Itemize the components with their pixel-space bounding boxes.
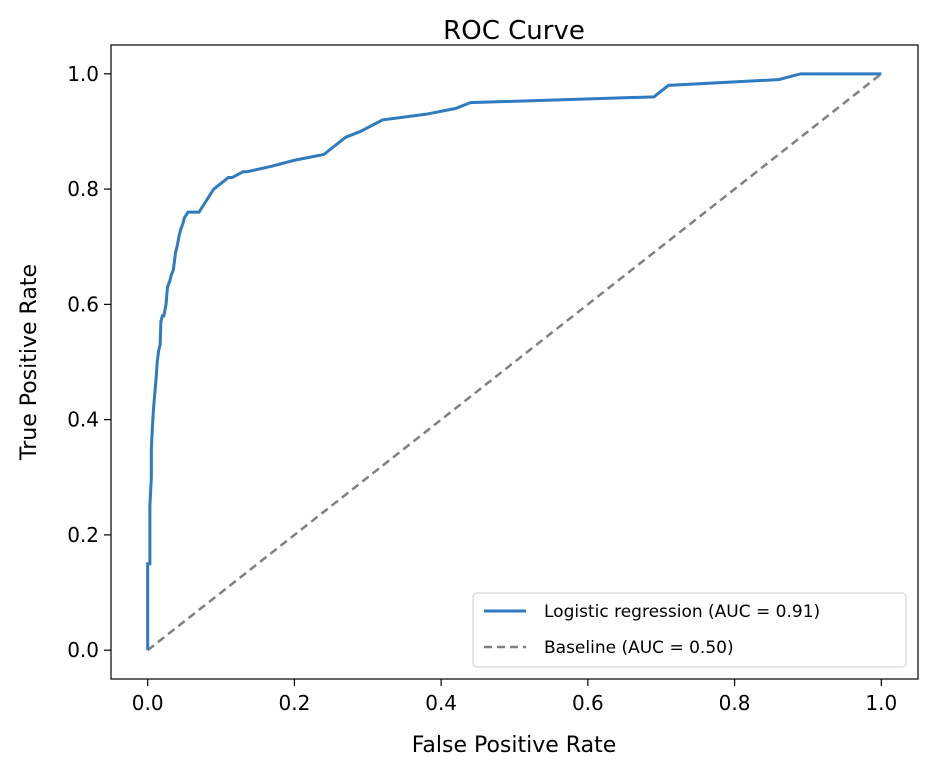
y-tick-label: 0.6 xyxy=(67,292,99,316)
x-axis-ticks: 0.0 0.2 0.4 0.6 0.8 1.0 xyxy=(132,679,897,715)
x-tick-label: 0.0 xyxy=(132,691,164,715)
y-tick-label: 0.0 xyxy=(67,638,99,662)
baseline-series-line xyxy=(146,72,883,652)
y-tick-label: 1.0 xyxy=(67,62,99,86)
legend-label-logistic: Logistic regression (AUC = 0.91) xyxy=(544,602,820,622)
x-tick-label: 0.8 xyxy=(719,691,751,715)
y-tick-label: 0.2 xyxy=(67,523,99,547)
plot-frame xyxy=(110,44,919,680)
legend: Logistic regression (AUC = 0.91) Baselin… xyxy=(472,592,907,668)
y-axis-label: True Positive Rate xyxy=(17,264,42,461)
series-layer xyxy=(146,72,883,652)
x-tick-label: 0.2 xyxy=(279,691,311,715)
roc-series-line xyxy=(146,72,882,651)
legend-box xyxy=(472,592,907,668)
x-tick-label: 1.0 xyxy=(865,691,897,715)
legend-label-baseline: Baseline (AUC = 0.50) xyxy=(544,638,734,658)
x-axis-label: False Positive Rate xyxy=(412,733,616,758)
x-tick-label: 0.4 xyxy=(425,691,457,715)
y-axis-ticks: 0.0 0.2 0.4 0.6 0.8 1.0 xyxy=(67,62,111,662)
y-tick-label: 0.8 xyxy=(67,177,99,201)
x-tick-label: 0.6 xyxy=(572,691,604,715)
chart-title: ROC Curve xyxy=(443,16,585,46)
y-tick-label: 0.4 xyxy=(67,408,99,432)
